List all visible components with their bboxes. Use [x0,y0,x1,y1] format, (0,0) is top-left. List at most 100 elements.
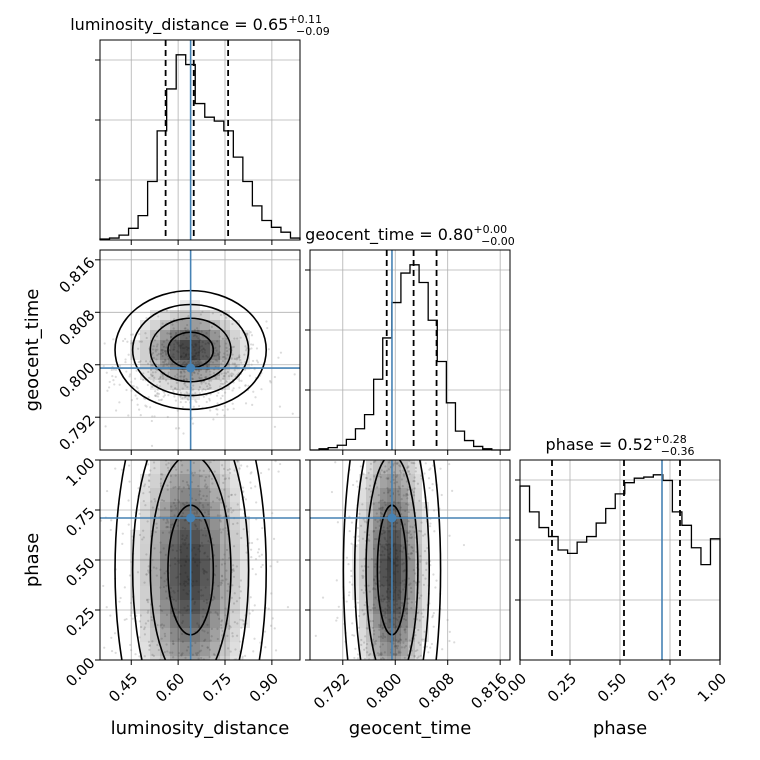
sample-point [427,651,430,654]
sample-point [174,504,177,507]
density-cell [415,516,422,530]
sample-point [242,623,245,626]
density-cell [359,656,366,660]
density-cell [415,628,422,642]
sample-point [250,471,253,474]
sample-point [154,530,157,534]
sample-point [261,526,264,530]
sample-point [403,646,406,649]
sample-point [191,422,195,425]
sample-point [362,569,365,572]
sample-point [404,509,407,513]
density-cell [170,320,180,330]
density-cell [401,474,408,488]
sample-point [278,405,282,408]
density-cell [200,320,210,330]
density-cell [394,642,401,656]
sample-point [202,506,205,509]
sample-point [373,537,377,541]
sample-point [256,538,259,541]
sample-point [170,505,173,508]
sample-point [448,639,451,643]
density-cell [140,614,150,628]
sample-point [154,500,157,503]
sample-point [165,643,168,646]
sample-point [209,639,212,642]
sample-point [406,466,409,469]
sample-point [140,340,143,343]
sample-point [408,557,411,560]
sample-point [168,531,171,534]
sample-point [167,462,170,465]
sample-point [409,586,413,590]
sample-point [205,400,208,404]
sample-point [413,655,416,658]
density-cell [180,340,190,350]
sample-point [135,386,138,389]
sample-point [392,642,395,645]
sample-point [192,388,195,391]
density-cell [240,614,250,628]
density-cell [230,656,240,660]
sample-point [179,375,182,378]
sample-point [363,648,366,651]
sample-point [372,460,376,464]
density-cell [150,516,160,530]
sample-point [402,641,405,644]
sample-point [395,475,398,478]
sample-point [219,499,222,502]
sample-point [356,526,360,530]
density-cell [220,642,230,656]
sample-point [397,493,401,496]
sample-point [367,533,371,537]
sample-point [263,630,267,633]
density-cell [373,656,380,660]
sample-point [138,361,141,364]
density-cell [160,586,170,600]
sample-point [242,490,245,493]
sample-point [245,551,248,554]
sample-point [139,614,142,617]
sample-point [259,641,262,644]
sample-point [201,629,204,632]
density-cell [160,360,170,370]
sample-point [221,382,225,386]
sample-point [401,469,405,472]
density-cell [200,516,210,530]
density-cell [140,340,150,350]
sample-point [357,535,360,538]
sample-point [377,493,380,497]
density-cell [180,370,190,380]
sample-point [136,397,139,400]
sample-point [400,471,403,474]
density-cell [394,600,401,614]
density-group-pair-luminosity_distance-geocent_time [100,250,300,450]
sample-point [336,616,339,619]
sample-point [405,494,408,497]
sample-point [404,628,407,631]
sample-point [378,472,381,475]
sample-point [160,485,163,488]
sample-point [223,414,226,417]
sample-point [151,640,154,643]
sample-point [172,389,175,392]
sample-point [161,499,164,502]
sample-point [258,555,261,558]
sample-point [147,598,150,601]
density-cell [160,642,170,656]
sample-point [395,644,398,648]
sample-point [419,560,422,563]
sample-point [216,413,219,416]
sample-point [407,531,410,535]
sample-point [226,408,229,411]
density-cell [150,502,160,516]
density-cell [240,340,250,350]
sample-point [261,563,264,567]
sample-point [187,487,190,490]
sample-point [412,479,415,483]
sample-point [369,495,372,499]
sample-point [105,606,108,609]
sample-point [244,384,247,387]
density-cell [380,544,387,558]
sample-point [221,629,224,633]
